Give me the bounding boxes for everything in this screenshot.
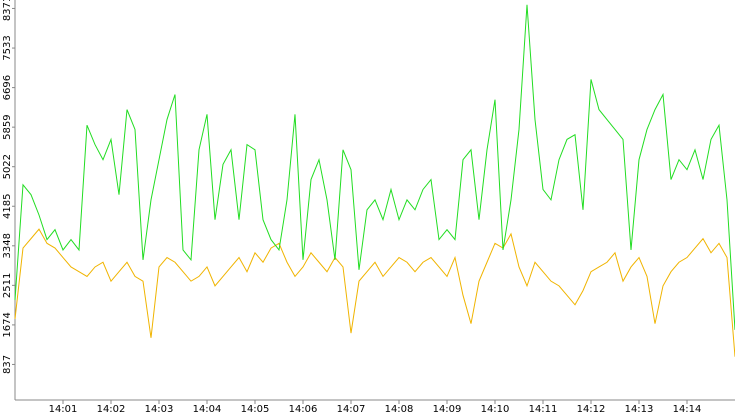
x-tick-label: 14:08 (385, 404, 414, 415)
x-tick-label: 14:03 (145, 404, 174, 415)
y-tick-label: 5022 (2, 154, 13, 179)
x-tick-label: 14:14 (673, 404, 702, 415)
x-tick-label: 14:02 (97, 404, 126, 415)
x-tick-label: 14:13 (625, 404, 654, 415)
x-tick-label: 14:09 (433, 404, 462, 415)
y-tick-label: 1674 (2, 312, 13, 337)
x-tick-label: 14:06 (289, 404, 318, 415)
x-tick-label: 14:11 (529, 404, 558, 415)
y-tick-label: 2511 (2, 273, 13, 298)
series-line (14, 4, 735, 330)
y-tick-label: 7533 (2, 35, 13, 60)
x-tick-label: 14:01 (49, 404, 78, 415)
series-line (14, 228, 735, 357)
y-tick-label: 8371 (2, 0, 13, 21)
y-tick-label: 4185 (2, 194, 13, 219)
x-tick-label: 14:10 (481, 404, 510, 415)
x-tick-label: 14:05 (241, 404, 270, 415)
y-tick-label: 5859 (2, 114, 13, 139)
x-tick-label: 14:04 (193, 404, 222, 415)
x-tick-label: 14:07 (337, 404, 366, 415)
y-tick-label: 3348 (2, 233, 13, 258)
y-tick-label: 837 (2, 355, 13, 374)
x-tick-label: 14:12 (577, 404, 606, 415)
y-tick-label: 6696 (2, 75, 13, 100)
